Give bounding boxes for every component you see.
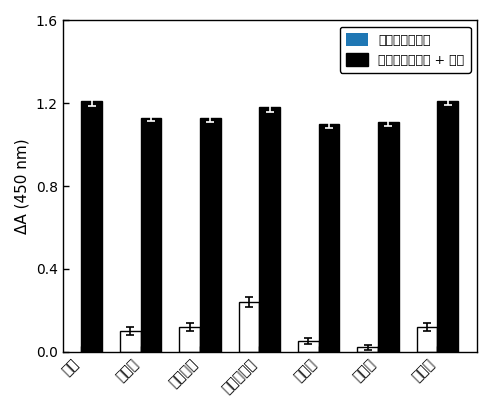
Bar (200, 118, 221, 352)
Y-axis label: ΔA (450 nm): ΔA (450 nm) (15, 138, 30, 234)
Bar (357, 347, 378, 352)
Legend: 其它有机磷农药, 其它有机磷农药 + 乐果: 其它有机磷农药, 其它有机磷农药 + 乐果 (339, 27, 471, 73)
Bar (319, 124, 339, 352)
Bar (417, 327, 437, 352)
Bar (378, 122, 399, 352)
Bar (239, 302, 259, 352)
Bar (81, 101, 102, 352)
Bar (259, 107, 280, 352)
Bar (141, 118, 161, 352)
Bar (120, 331, 141, 352)
Bar (298, 341, 319, 352)
Bar (437, 101, 458, 352)
Bar (179, 327, 200, 352)
